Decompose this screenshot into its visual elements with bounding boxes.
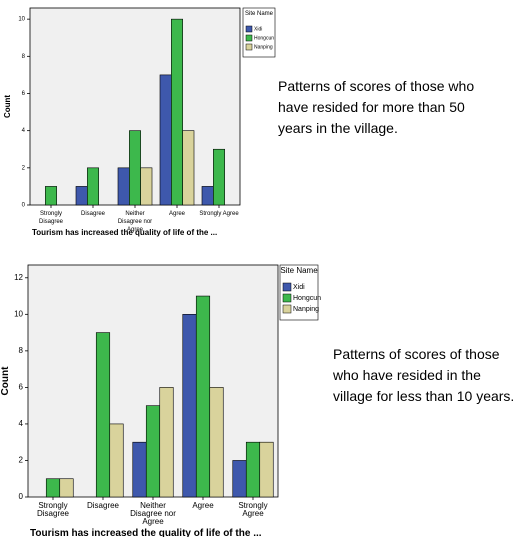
- x-tick-label: Disagree: [86, 501, 119, 510]
- bar: [95, 332, 111, 498]
- bar: [182, 314, 197, 498]
- legend-label: Nanping: [293, 306, 319, 313]
- bar: [209, 387, 224, 498]
- bar: [171, 18, 183, 206]
- bar: [159, 387, 174, 498]
- bar: [140, 167, 153, 206]
- y-tick-label: 6: [22, 91, 26, 97]
- y-tick-label: 4: [19, 419, 24, 428]
- y-tick-label: 12: [14, 273, 23, 282]
- y-tick-label: 10: [14, 309, 23, 318]
- y-tick-label: 10: [18, 17, 25, 23]
- x-tick-label: Agree: [168, 211, 185, 217]
- caption: Patterns of scores of those who have res…: [333, 346, 515, 404]
- y-axis-label: Count: [0, 366, 11, 396]
- x-axis-label: Tourism has increased the quality of lif…: [30, 528, 262, 537]
- legend-label: Xidi: [293, 284, 305, 291]
- bar: [87, 167, 99, 206]
- bar: [159, 74, 172, 206]
- bar: [182, 130, 195, 206]
- x-tick-label: Neither Disagree nor Agree: [117, 211, 153, 233]
- bar: [245, 441, 261, 498]
- bar: [213, 148, 225, 206]
- bar: [109, 423, 124, 498]
- y-tick-label: 8: [19, 346, 24, 355]
- bar: [75, 186, 88, 206]
- legend-label: Hongcun: [293, 295, 321, 302]
- bar: [129, 130, 141, 206]
- legend-label: Xidi: [254, 26, 262, 32]
- legend-swatch: [245, 25, 253, 33]
- legend-swatch: [282, 293, 292, 303]
- x-tick-label: Neither Disagree nor Agree: [130, 501, 176, 526]
- bar: [45, 186, 57, 206]
- legend-swatch: [245, 43, 253, 51]
- legend-swatch: [282, 282, 292, 292]
- x-tick-label: Strongly Disagree: [36, 501, 69, 518]
- bar: [195, 295, 211, 498]
- bar: [201, 186, 214, 206]
- bar: [259, 441, 274, 498]
- y-tick-label: 6: [19, 383, 24, 392]
- caption: Patterns of scores of those who have res…: [278, 78, 475, 136]
- bar: [59, 478, 74, 498]
- legend-label: Hongcun: [254, 35, 274, 41]
- y-tick-label: 2: [22, 165, 26, 171]
- legend-swatch: [245, 34, 253, 42]
- x-tick-label: Strongly Agree: [238, 501, 268, 518]
- legend-swatch: [282, 304, 292, 314]
- legend-title: Site Name: [244, 11, 273, 17]
- y-tick-label: 8: [22, 54, 26, 60]
- y-tick-label: 2: [19, 456, 24, 465]
- legend-title: Site Name: [280, 266, 318, 275]
- y-axis-label: Count: [3, 95, 12, 118]
- x-axis-label: Tourism has increased the quality of lif…: [32, 228, 218, 237]
- legend-label: Nanping: [254, 44, 273, 50]
- x-tick-label: Disagree: [80, 211, 105, 217]
- bar: [117, 167, 130, 206]
- y-tick-label: 4: [22, 128, 26, 134]
- y-tick-label: 0: [22, 203, 26, 209]
- y-tick-label: 0: [19, 492, 24, 501]
- x-tick-label: Strongly Disagree: [38, 211, 63, 225]
- bar: [132, 441, 147, 498]
- x-tick-label: Agree: [192, 501, 214, 510]
- bar: [145, 405, 161, 498]
- x-tick-label: Strongly Agree: [199, 211, 239, 217]
- bar: [232, 460, 247, 498]
- bar: [45, 478, 61, 498]
